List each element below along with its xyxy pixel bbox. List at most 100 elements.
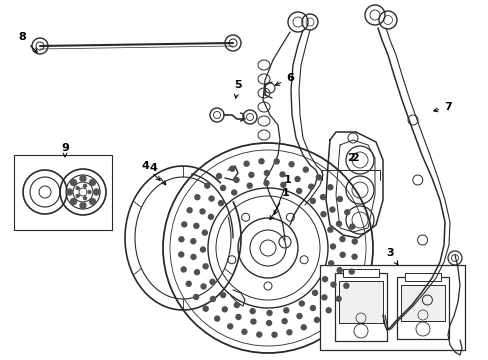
Circle shape: [83, 197, 86, 200]
Circle shape: [314, 318, 319, 323]
Circle shape: [93, 189, 99, 195]
Circle shape: [294, 176, 300, 181]
Circle shape: [280, 182, 285, 187]
Circle shape: [310, 306, 315, 311]
Circle shape: [89, 179, 95, 185]
Text: 4: 4: [149, 163, 165, 185]
Circle shape: [242, 329, 246, 334]
Circle shape: [193, 223, 199, 228]
Circle shape: [282, 319, 286, 324]
Circle shape: [190, 239, 195, 244]
Circle shape: [310, 198, 315, 203]
Circle shape: [308, 184, 313, 189]
Bar: [396, 277, 448, 339]
Circle shape: [296, 188, 301, 193]
Text: 2: 2: [350, 153, 358, 163]
Circle shape: [280, 172, 285, 177]
Circle shape: [349, 224, 354, 229]
Circle shape: [236, 314, 241, 319]
Circle shape: [216, 174, 221, 179]
Circle shape: [83, 184, 86, 187]
Circle shape: [328, 261, 333, 266]
Text: 1: 1: [269, 188, 289, 220]
Circle shape: [66, 189, 72, 195]
Circle shape: [209, 279, 215, 284]
Circle shape: [247, 183, 252, 188]
Circle shape: [220, 293, 225, 297]
Circle shape: [181, 267, 186, 272]
Circle shape: [283, 308, 288, 313]
Circle shape: [179, 237, 183, 242]
Circle shape: [266, 320, 271, 325]
Circle shape: [301, 325, 305, 330]
Bar: [342, 269, 378, 277]
Circle shape: [316, 175, 321, 180]
Circle shape: [339, 237, 344, 242]
Text: 3: 3: [386, 248, 397, 265]
Circle shape: [231, 190, 236, 195]
Circle shape: [264, 180, 268, 185]
Circle shape: [303, 167, 307, 172]
Circle shape: [208, 214, 213, 219]
Circle shape: [344, 210, 349, 215]
Circle shape: [271, 332, 276, 337]
Circle shape: [222, 307, 227, 312]
Circle shape: [203, 306, 208, 311]
Circle shape: [80, 202, 86, 208]
Circle shape: [327, 227, 332, 232]
Circle shape: [250, 309, 255, 314]
Circle shape: [89, 199, 95, 204]
Bar: [334, 273, 386, 341]
Circle shape: [210, 297, 215, 301]
Circle shape: [70, 199, 76, 204]
Bar: [404, 273, 440, 281]
Circle shape: [250, 319, 255, 324]
Text: 8: 8: [18, 32, 37, 52]
Circle shape: [351, 254, 356, 259]
Text: 6: 6: [275, 73, 293, 85]
Text: 5: 5: [234, 80, 242, 98]
Circle shape: [191, 255, 196, 260]
Bar: [14, 155, 112, 230]
Circle shape: [186, 281, 191, 286]
Circle shape: [264, 171, 269, 176]
Circle shape: [76, 194, 79, 197]
Circle shape: [343, 283, 348, 288]
Circle shape: [195, 195, 200, 200]
Circle shape: [70, 179, 76, 185]
Circle shape: [203, 264, 208, 269]
Circle shape: [204, 183, 209, 188]
Circle shape: [200, 209, 204, 214]
Circle shape: [340, 252, 345, 257]
Circle shape: [266, 310, 271, 315]
Circle shape: [351, 239, 357, 244]
Circle shape: [202, 230, 207, 235]
Circle shape: [182, 222, 186, 227]
Circle shape: [179, 252, 183, 257]
Circle shape: [209, 196, 214, 201]
Circle shape: [348, 269, 353, 274]
Text: 9: 9: [61, 143, 69, 157]
Circle shape: [325, 308, 330, 313]
Circle shape: [220, 185, 225, 190]
Circle shape: [320, 194, 325, 199]
Circle shape: [193, 294, 198, 300]
Circle shape: [76, 187, 79, 190]
Circle shape: [321, 295, 326, 300]
Circle shape: [234, 302, 239, 307]
Circle shape: [274, 159, 279, 164]
Circle shape: [227, 324, 232, 329]
Circle shape: [229, 166, 234, 171]
Circle shape: [234, 177, 239, 183]
Circle shape: [248, 172, 253, 177]
Circle shape: [244, 161, 248, 166]
Circle shape: [256, 332, 261, 337]
Circle shape: [187, 208, 192, 213]
Bar: [319, 265, 464, 350]
Text: 2: 2: [346, 153, 354, 163]
Circle shape: [327, 185, 332, 190]
Circle shape: [329, 207, 334, 212]
Circle shape: [299, 301, 304, 306]
Circle shape: [194, 270, 199, 275]
Circle shape: [312, 291, 317, 295]
